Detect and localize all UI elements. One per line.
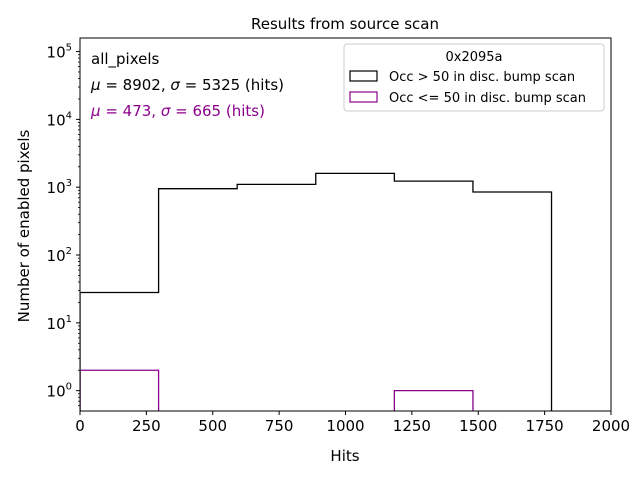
x-axis-label: Hits [330,447,359,465]
x-tick-label-1: 250 [132,417,161,435]
legend-swatch-1 [349,70,378,82]
annotation-header: all_pixels [91,50,160,69]
x-tick-label-2: 500 [198,417,227,435]
y-tick-label-0: 100 [47,382,72,401]
legend-label-2: Occ <= 50 in disc. bump scan [389,91,586,106]
x-tick-label-3: 750 [265,417,294,435]
legend: 0x2095a Occ > 50 in disc. bump scan Occ <=… [343,43,605,112]
annotation-stats-1: μ = 8902, σ = 5325 (hits) [90,76,284,94]
annotation-stats-2: μ = 473, σ = 665 (hits) [90,102,265,120]
x-tick-label-4: 1000 [326,417,364,435]
legend-swatch-2 [349,91,378,103]
y-tick-label-1: 101 [47,314,72,333]
legend-label-1: Occ > 50 in disc. bump scan [389,70,575,85]
histogram-series-1 [80,172,553,411]
y-tick-label-2: 102 [47,246,72,265]
chart-title: Results from source scan [251,15,439,33]
y-tick-label-4: 104 [47,110,72,129]
y-axis-label: Number of enabled pixels [15,129,33,322]
x-tick-label-0: 0 [75,417,85,435]
x-tick-label-8: 2000 [592,417,630,435]
legend-title: 0x2095a [445,50,502,65]
y-tick-label-3: 103 [47,178,72,197]
x-tick-label-7: 1750 [526,417,564,435]
y-tick-label-5: 105 [47,43,72,62]
x-tick-label-6: 1500 [459,417,497,435]
x-tick-label-5: 1250 [393,417,431,435]
legend-box [343,43,605,112]
